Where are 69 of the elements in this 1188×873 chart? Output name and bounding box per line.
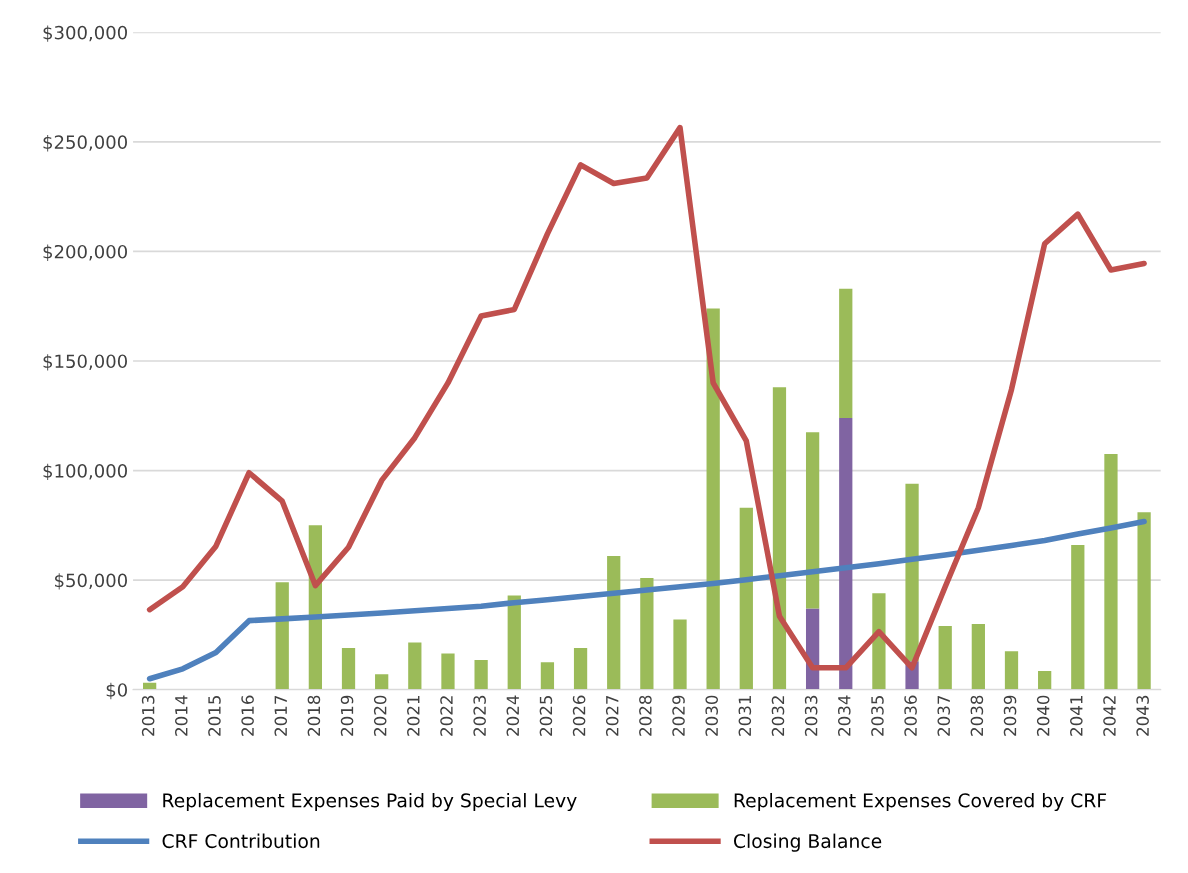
- x-tick-label: 2039: [1003, 695, 1017, 736]
- bar: [1004, 651, 1019, 690]
- x-tick-label: 2033: [804, 695, 818, 736]
- bar: [1071, 545, 1085, 690]
- legend-label: Replacement Expenses Paid by Special Levy: [163, 792, 577, 812]
- bar: [772, 387, 787, 690]
- x-tick-label: 2036: [904, 695, 917, 736]
- x-tick-label: 2013: [141, 695, 155, 736]
- bar: [441, 653, 455, 690]
- x-tick-label: 2041: [1070, 696, 1083, 736]
- x-tick-label: 2021: [407, 696, 420, 736]
- bar: [507, 595, 521, 690]
- bar: [474, 660, 488, 690]
- x-tick-label: 2018: [307, 695, 321, 736]
- bar: [573, 648, 588, 690]
- bar: [971, 623, 985, 690]
- x-tick-label: 2015: [208, 695, 221, 736]
- x-tick-label: 2019: [340, 695, 354, 736]
- y-tick-label: $150,000: [43, 354, 127, 371]
- x-tick-label: 2032: [771, 696, 785, 736]
- y-tick-label: $0: [106, 682, 127, 700]
- bar: [673, 619, 687, 690]
- legend-label: CRF Contribution: [162, 833, 320, 849]
- bar: [839, 417, 853, 690]
- bar: [805, 432, 820, 609]
- bar: [341, 648, 356, 690]
- x-tick-label: 2031: [738, 696, 752, 736]
- x-tick-label: 2043: [1136, 695, 1149, 736]
- x-tick-label: 2017: [274, 695, 288, 736]
- x-tick-label: 2022: [440, 696, 453, 736]
- bar: [540, 662, 555, 690]
- bar: [375, 674, 389, 690]
- bar: [1137, 512, 1151, 690]
- bar: [408, 642, 422, 690]
- bar: [938, 626, 952, 690]
- x-tick-label: 2024: [506, 695, 520, 736]
- x-tick-label: 2020: [373, 695, 387, 736]
- y-tick-label: $100,000: [43, 463, 127, 481]
- x-tick-label: 2028: [639, 695, 652, 736]
- bar: [275, 582, 289, 690]
- bar: [640, 577, 654, 690]
- bar: [607, 556, 621, 690]
- y-tick-label: $250,000: [43, 135, 127, 152]
- x-tick-label: 2034: [837, 695, 851, 736]
- x-tick-label: 2025: [539, 695, 553, 736]
- x-tick-label: 2029: [672, 695, 685, 736]
- x-tick-label: 2030: [705, 695, 718, 736]
- bar: [872, 593, 886, 690]
- x-tick-label: 2027: [605, 695, 619, 736]
- bar: [706, 308, 720, 690]
- legend-label: Closing Balance: [733, 833, 882, 852]
- x-tick-label: 2042: [1103, 696, 1116, 736]
- x-tick-label: 2035: [871, 695, 884, 736]
- x-tick-label: 2016: [241, 695, 254, 736]
- y-tick-label: $200,000: [43, 244, 127, 261]
- y-tick-label: $50,000: [55, 573, 127, 590]
- bar: [905, 483, 919, 662]
- bar: [1038, 671, 1052, 690]
- bar: [739, 507, 753, 690]
- bar: [1104, 454, 1118, 690]
- x-tick-label: 2038: [970, 695, 984, 736]
- x-tick-label: 2037: [937, 695, 951, 736]
- bar: [839, 288, 853, 418]
- x-tick-label: 2040: [1036, 695, 1050, 736]
- x-tick-label: 2023: [473, 695, 486, 736]
- y-tick-label: $300,000: [43, 25, 127, 42]
- x-tick-label: 2026: [572, 695, 586, 736]
- x-tick-label: 2014: [175, 695, 188, 736]
- legend-label: Replacement Expenses Covered by CRF: [734, 792, 1107, 812]
